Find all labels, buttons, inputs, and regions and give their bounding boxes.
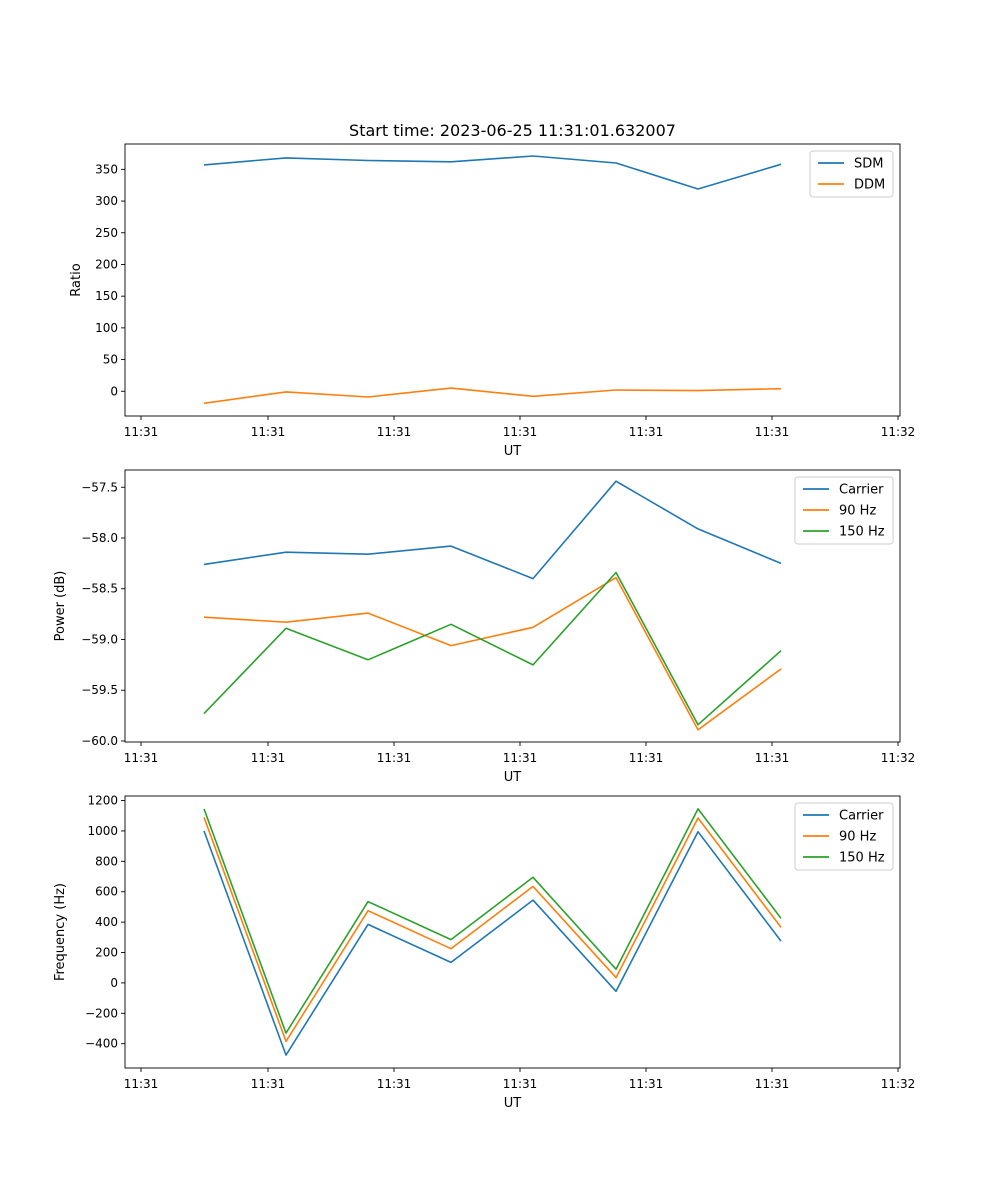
x-axis-label: UT xyxy=(504,770,522,785)
legend-label: 90 Hz xyxy=(839,504,876,519)
y-tick-label: −400 xyxy=(85,1037,118,1051)
x-tick-label: 11:31 xyxy=(755,425,790,439)
x-tick-label: 11:31 xyxy=(377,425,412,439)
x-tick-label: 11:31 xyxy=(124,1077,159,1091)
x-tick-label: 11:31 xyxy=(124,751,159,765)
x-tick-label: 11:32 xyxy=(881,425,916,439)
legend-box xyxy=(794,802,894,871)
y-tick-label: 0 xyxy=(110,976,118,990)
series-line-90-hz xyxy=(203,576,782,731)
legend: Carrier 90 Hz 150 Hz xyxy=(794,802,894,871)
legend: SDM DDM xyxy=(809,150,894,198)
x-tick-label: 11:31 xyxy=(629,751,664,765)
series-line-90-hz xyxy=(203,817,782,1043)
legend-label: SDM xyxy=(854,157,883,172)
y-tick-label: 100 xyxy=(95,321,118,335)
y-tick-label: 1000 xyxy=(87,824,118,838)
legend: Carrier 90 Hz 150 Hz xyxy=(794,476,894,545)
legend-label: Carrier xyxy=(839,809,884,824)
y-axis-label: Ratio xyxy=(69,263,84,296)
y-tick-label: −58.5 xyxy=(81,582,118,596)
x-tick-label: 11:31 xyxy=(503,751,538,765)
y-tick-label: 1200 xyxy=(87,794,118,808)
legend-label: Carrier xyxy=(839,483,884,498)
legend-label: 90 Hz xyxy=(839,830,876,845)
x-axis-label: UT xyxy=(504,1096,522,1111)
chart-title: Start time: 2023-06-25 11:31:01.632007 xyxy=(349,121,676,140)
axes-frame xyxy=(124,795,901,1069)
series-line-carrier xyxy=(203,830,782,1056)
y-tick-label: 150 xyxy=(95,289,118,303)
axes-frame xyxy=(124,143,901,417)
series-line-150-hz xyxy=(203,571,782,726)
x-tick-label: 11:31 xyxy=(251,751,286,765)
axes-frame xyxy=(124,469,901,743)
x-tick-label: 11:31 xyxy=(629,425,664,439)
y-axis-label: Power (dB) xyxy=(53,571,68,642)
x-tick-label: 11:31 xyxy=(377,1077,412,1091)
y-tick-label: 250 xyxy=(95,226,118,240)
x-tick-label: 11:32 xyxy=(881,1077,916,1091)
legend-label: 150 Hz xyxy=(839,851,885,866)
series-line-150-hz xyxy=(203,808,782,1034)
legend-label: 150 Hz xyxy=(839,525,885,540)
y-tick-label: −58.0 xyxy=(81,531,118,545)
x-axis-label: UT xyxy=(504,444,522,459)
x-tick-label: 11:31 xyxy=(377,751,412,765)
x-tick-label: 11:31 xyxy=(629,1077,664,1091)
x-tick-label: 11:31 xyxy=(755,1077,790,1091)
y-tick-label: 300 xyxy=(95,194,118,208)
x-tick-label: 11:31 xyxy=(251,1077,286,1091)
chart-panel-2: 11:31 11:31 11:31 11:31 11:31 11:31 11:32 −60.0… xyxy=(53,469,916,785)
x-tick-label: 11:31 xyxy=(755,751,790,765)
y-axis-label: Frequency (Hz) xyxy=(53,883,68,981)
y-tick-label: 350 xyxy=(95,162,118,176)
legend-box xyxy=(794,476,894,545)
chart-panel-1: Start time: 2023-06-25 11:31:01.632007 11… xyxy=(69,121,915,459)
x-tick-label: 11:32 xyxy=(881,751,916,765)
y-tick-label: 200 xyxy=(95,946,118,960)
y-tick-label: 200 xyxy=(95,257,118,271)
legend-label: DDM xyxy=(854,178,885,193)
y-tick-label: −60.0 xyxy=(81,734,118,748)
series-line-carrier xyxy=(203,480,782,580)
chart-panel-3: 11:31 11:31 11:31 11:31 11:31 11:31 11:32 −400 −… xyxy=(53,794,915,1111)
y-tick-label: −57.5 xyxy=(81,480,118,494)
y-tick-label: 600 xyxy=(95,885,118,899)
y-tick-label: 800 xyxy=(95,854,118,868)
y-tick-label: 50 xyxy=(103,353,118,367)
series-line-sdm xyxy=(203,155,782,190)
x-tick-label: 11:31 xyxy=(503,1077,538,1091)
x-tick-label: 11:31 xyxy=(251,425,286,439)
y-tick-label: 400 xyxy=(95,915,118,929)
x-tick-label: 11:31 xyxy=(124,425,159,439)
y-tick-label: −200 xyxy=(85,1006,118,1020)
x-tick-label: 11:31 xyxy=(503,425,538,439)
y-tick-label: −59.0 xyxy=(81,632,118,646)
y-tick-label: −59.5 xyxy=(81,683,118,697)
y-tick-label: 0 xyxy=(110,384,118,398)
series-line-ddm xyxy=(203,387,782,405)
